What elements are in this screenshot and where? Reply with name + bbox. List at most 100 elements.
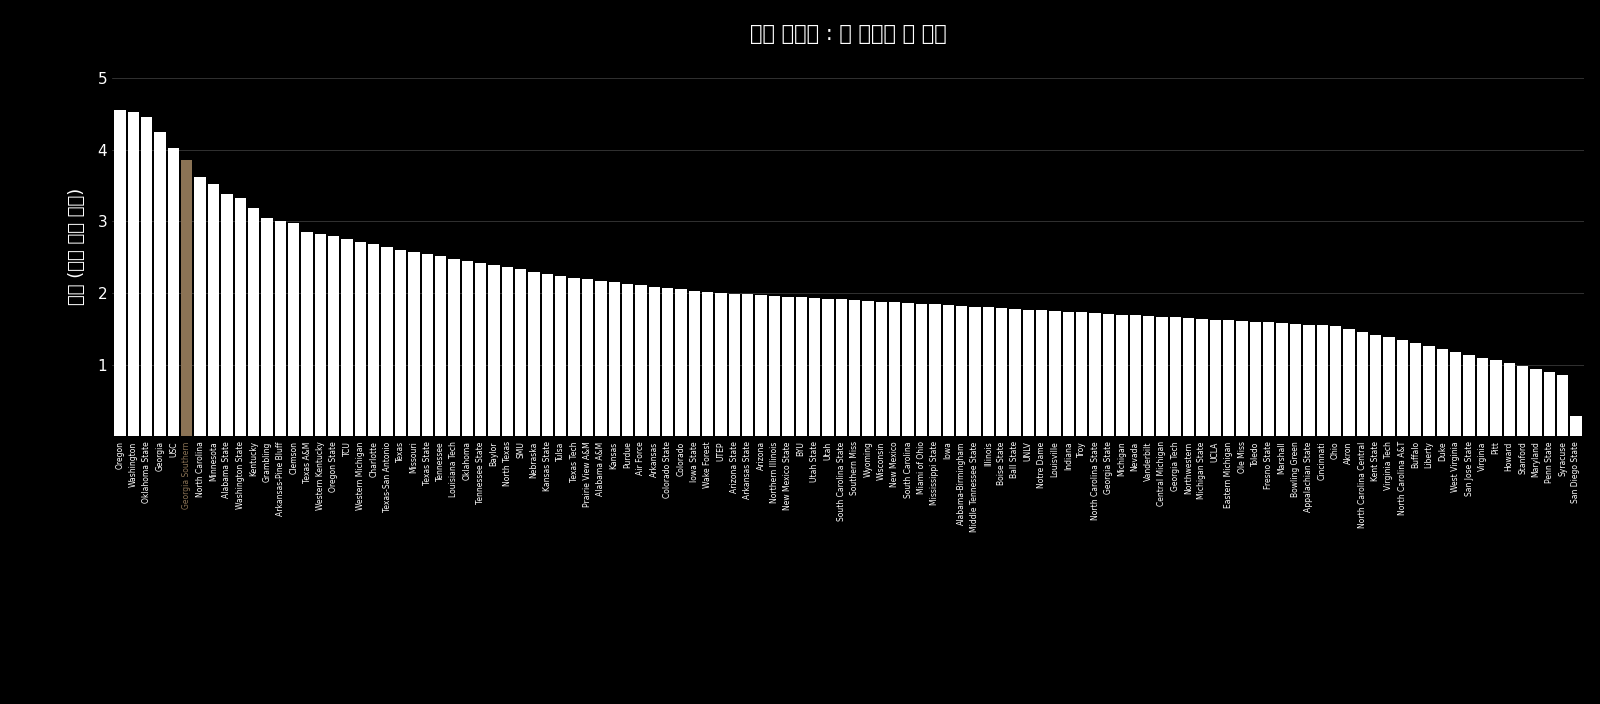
Bar [1517,366,1528,436]
Bar [1022,310,1034,436]
Bar [1490,360,1501,436]
Bar [395,250,406,436]
Bar [635,285,646,436]
Bar [1077,313,1088,436]
Bar [770,296,781,436]
Bar [235,198,246,436]
Bar [755,295,766,436]
Bar [875,301,886,436]
Bar [595,281,606,436]
Bar [448,258,459,436]
Bar [970,307,981,436]
Title: 필드 보고서 : 각 필드의 총 길이: 필드 보고서 : 각 필드의 총 길이 [750,24,946,44]
Bar [114,110,126,436]
Bar [782,296,794,436]
Bar [822,298,834,436]
Bar [368,244,379,436]
Bar [341,239,352,436]
Bar [1037,310,1048,436]
Bar [902,303,914,436]
Bar [702,292,714,436]
Bar [275,220,286,436]
Bar [1370,334,1381,436]
Bar [942,306,954,436]
Bar [622,284,634,436]
Bar [728,294,741,436]
Bar [381,247,394,436]
Bar [408,252,419,436]
Bar [1277,323,1288,436]
Bar [355,242,366,436]
Bar [982,308,994,436]
Bar [208,184,219,436]
Bar [168,148,179,436]
Bar [810,298,821,436]
Bar [181,161,192,436]
Bar [1450,352,1461,436]
Bar [1222,320,1234,436]
Bar [1250,322,1261,436]
Bar [328,237,339,436]
Bar [1317,325,1328,436]
Bar [915,304,926,436]
Bar [648,287,659,436]
Bar [128,112,139,436]
Bar [555,276,566,436]
Bar [261,218,272,436]
Bar [930,305,941,436]
Bar [715,293,726,436]
Bar [890,302,901,436]
Bar [688,291,701,436]
Bar [835,299,846,436]
Bar [528,272,539,436]
Bar [1570,416,1582,436]
Bar [1050,311,1061,436]
Bar [462,260,474,436]
Bar [608,282,619,436]
Bar [1262,322,1275,436]
Bar [1530,369,1541,436]
Bar [662,288,674,436]
Bar [675,289,686,436]
Bar [421,254,434,436]
Bar [742,294,754,436]
Bar [1157,317,1168,436]
Bar [1062,312,1074,436]
Bar [1384,337,1395,436]
Bar [141,118,152,436]
Bar [315,234,326,436]
Bar [301,232,312,436]
Bar [955,306,968,436]
Bar [568,278,579,436]
Bar [155,132,166,436]
Bar [195,177,206,436]
Bar [288,222,299,436]
Bar [1102,314,1114,436]
Bar [1142,316,1154,436]
Y-axis label: 길이 (백만 야드 단위): 길이 (백만 야드 단위) [69,188,86,305]
Bar [1437,349,1448,436]
Bar [582,279,594,436]
Bar [1302,325,1315,436]
Bar [475,263,486,436]
Bar [488,265,499,436]
Bar [1397,340,1408,436]
Bar [1090,313,1101,436]
Bar [1410,344,1421,436]
Bar [502,268,514,436]
Bar [1197,319,1208,436]
Bar [248,208,259,436]
Bar [1210,320,1221,436]
Bar [1557,375,1568,436]
Bar [515,270,526,436]
Bar [1344,329,1355,436]
Bar [1117,315,1128,436]
Bar [1477,358,1488,436]
Bar [1424,346,1435,436]
Bar [1330,326,1341,436]
Bar [862,301,874,436]
Bar [542,274,554,436]
Bar [1290,324,1301,436]
Bar [221,194,232,436]
Bar [850,300,861,436]
